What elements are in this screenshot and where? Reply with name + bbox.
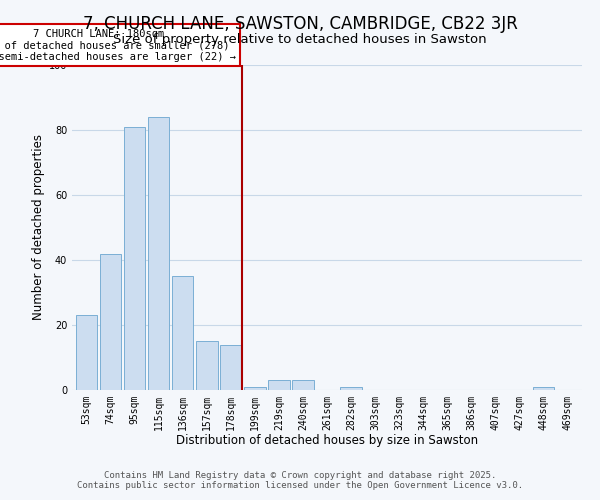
- Text: 7 CHURCH LANE: 180sqm
← 93% of detached houses are smaller (278)
7% of semi-deta: 7 CHURCH LANE: 180sqm ← 93% of detached …: [0, 28, 236, 62]
- Bar: [100, 254, 121, 390]
- Bar: [76, 316, 97, 390]
- Bar: [292, 380, 314, 390]
- Text: Contains HM Land Registry data © Crown copyright and database right 2025.
Contai: Contains HM Land Registry data © Crown c…: [77, 470, 523, 490]
- Bar: [244, 387, 266, 390]
- Bar: [124, 126, 145, 390]
- Bar: [268, 380, 290, 390]
- X-axis label: Distribution of detached houses by size in Sawston: Distribution of detached houses by size …: [176, 434, 478, 448]
- Bar: [172, 276, 193, 390]
- Bar: [340, 387, 362, 390]
- Bar: [533, 387, 554, 390]
- Y-axis label: Number of detached properties: Number of detached properties: [32, 134, 44, 320]
- Bar: [148, 117, 169, 390]
- Text: Size of property relative to detached houses in Sawston: Size of property relative to detached ho…: [113, 32, 487, 46]
- Bar: [196, 341, 218, 390]
- Text: 7, CHURCH LANE, SAWSTON, CAMBRIDGE, CB22 3JR: 7, CHURCH LANE, SAWSTON, CAMBRIDGE, CB22…: [83, 15, 517, 33]
- Bar: [220, 344, 242, 390]
